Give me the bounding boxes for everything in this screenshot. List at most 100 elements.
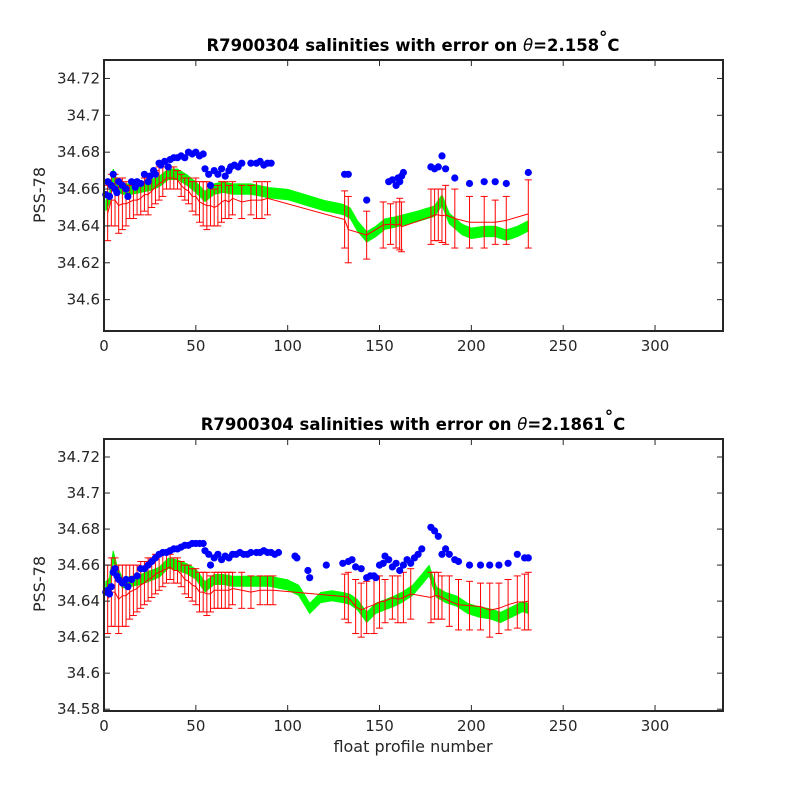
y-tick-label: 34.62: [57, 254, 100, 272]
error-bar: [513, 575, 521, 629]
y-tick-label: 34.66: [57, 556, 100, 574]
float-salinity-point: [438, 152, 446, 160]
float-salinity-point: [502, 179, 510, 188]
float-salinity-point: [221, 172, 229, 180]
error-bar: [256, 575, 264, 606]
error-bar: [229, 571, 237, 606]
error-bar: [229, 181, 237, 216]
bottom-x-axis-label: float profile number: [333, 737, 493, 756]
float-salinity-point: [306, 574, 314, 582]
error-bar: [177, 173, 185, 197]
error-bar: [524, 571, 532, 631]
error-bar: [238, 571, 246, 609]
float-salinity-point: [344, 170, 352, 178]
float-salinity-point: [495, 561, 503, 569]
float-salinity-point: [124, 583, 132, 591]
error-bar: [466, 580, 474, 631]
error-bar: [184, 564, 192, 599]
float-salinity-point: [504, 559, 512, 567]
error-bar: [203, 181, 211, 231]
bottom-chart-title: R7900304 salinities with error on θ=2.18…: [201, 407, 626, 434]
top-chart-title: R7900304 salinities with error on θ=2.15…: [206, 28, 619, 55]
error-bar: [398, 201, 406, 253]
error-bar: [344, 571, 352, 624]
x-tick-label: 0: [99, 337, 109, 355]
error-bar: [247, 575, 255, 609]
float-salinity-point: [105, 192, 114, 200]
float-salinity-point: [379, 559, 387, 567]
y-tick-label: 34.7: [67, 484, 100, 502]
error-bar: [352, 579, 360, 635]
float-salinity-point: [414, 550, 422, 558]
error-bar: [238, 184, 246, 220]
x-tick-label: 250: [549, 337, 578, 355]
x-tick-label: 50: [186, 717, 205, 735]
x-tick-label: 100: [273, 717, 302, 735]
x-tick-label: 250: [549, 717, 578, 735]
y-tick-label: 34.62: [57, 628, 100, 646]
float-salinity-point: [442, 165, 450, 173]
error-bar: [381, 579, 389, 624]
float-salinity-point: [161, 157, 169, 165]
float-salinity-point: [431, 527, 439, 535]
bottom-chart: R7900304 salinities with error on θ=2.18…: [30, 407, 724, 756]
y-tick-label: 34.66: [57, 180, 100, 198]
x-tick-label: 150: [365, 337, 394, 355]
error-bar: [192, 177, 200, 216]
float-salinity-point: [465, 561, 474, 569]
float-salinity-point: [524, 554, 532, 562]
error-bar: [247, 184, 255, 216]
x-tick-label: 300: [641, 717, 670, 735]
float-salinity-point: [144, 178, 152, 186]
y-tick-label: 34.58: [57, 700, 100, 718]
x-tick-label: 300: [641, 337, 670, 355]
float-salinity-point: [137, 179, 145, 188]
x-tick-label: 200: [457, 337, 486, 355]
float-salinity-point: [363, 196, 371, 204]
float-salinity-point: [146, 172, 154, 180]
error-bar: [466, 195, 474, 249]
float-salinity-point: [247, 548, 255, 557]
y-tick-label: 34.7: [67, 106, 100, 124]
float-salinity-point: [454, 557, 463, 566]
float-salinity-point: [388, 176, 396, 184]
float-salinity-point: [199, 539, 207, 548]
error-bar: [225, 184, 233, 220]
top-plot-area: 0 50 100 150 200 250 300 34.6 34.62 34.64 34.66 34.…: [57, 59, 724, 355]
float-salinity-point: [131, 183, 139, 191]
float-salinity-point: [205, 170, 213, 178]
float-salinity-point: [181, 154, 189, 162]
float-salinity-point: [524, 168, 532, 177]
float-salinity-point: [418, 545, 426, 553]
float-salinity-point: [201, 165, 209, 173]
y-tick-label: 34.72: [57, 448, 100, 466]
float-salinity-point: [304, 566, 312, 575]
float-salinity-point: [339, 559, 347, 567]
float-salinity-point: [109, 170, 117, 178]
float-salinity-point: [399, 168, 407, 177]
float-salinity-point: [513, 550, 521, 558]
float-salinity-point: [407, 559, 415, 567]
error-bar: [491, 199, 499, 245]
error-bar: [407, 568, 415, 620]
float-salinity-point: [133, 572, 141, 580]
error-bar: [173, 170, 181, 190]
float-salinity-point: [372, 574, 380, 582]
error-bar: [363, 580, 371, 635]
error-bar: [442, 184, 450, 245]
float-salinity-point: [451, 174, 459, 182]
float-salinity-point: [107, 583, 115, 591]
float-salinity-point: [465, 179, 474, 188]
float-salinity-point: [238, 159, 246, 167]
float-salinity-point: [480, 178, 488, 186]
error-bar: [263, 181, 271, 216]
error-bar: [502, 195, 510, 245]
float-salinity-point: [267, 159, 275, 167]
y-tick-label: 34.68: [57, 520, 100, 538]
float-salinity-point: [396, 566, 404, 575]
float-salinity-point: [122, 575, 130, 584]
float-salinity-point: [206, 561, 215, 569]
float-salinity-point: [445, 550, 453, 558]
error-bar: [177, 560, 185, 588]
float-salinity-point: [218, 165, 226, 173]
